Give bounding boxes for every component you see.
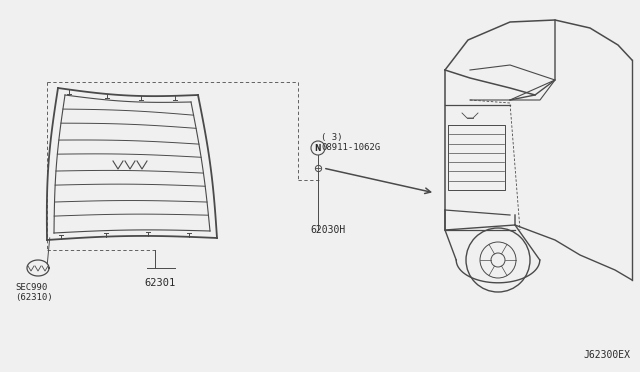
Text: J62300EX: J62300EX bbox=[583, 350, 630, 360]
Text: N: N bbox=[315, 144, 321, 153]
Text: 62301: 62301 bbox=[145, 278, 175, 288]
Text: 62030H: 62030H bbox=[310, 225, 345, 235]
Text: SEC990: SEC990 bbox=[15, 283, 47, 292]
Text: ( 3): ( 3) bbox=[321, 133, 342, 142]
Text: 08911-1062G: 08911-1062G bbox=[321, 143, 380, 152]
Text: (62310): (62310) bbox=[15, 293, 52, 302]
